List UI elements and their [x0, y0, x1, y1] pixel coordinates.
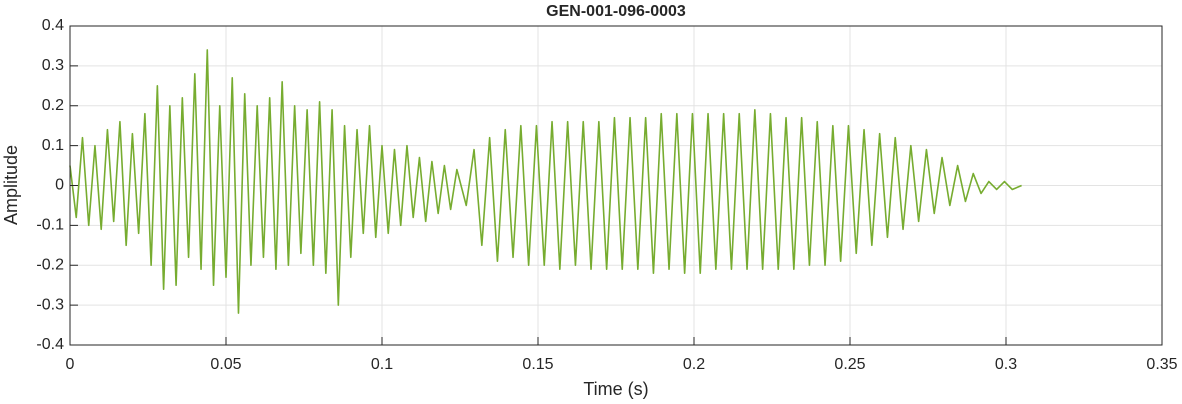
y-tick-label: 0.4	[42, 17, 64, 34]
x-tick-label: 0.2	[683, 356, 705, 373]
x-tick-label: 0	[66, 356, 75, 373]
chart-title: GEN-001-096-0003	[546, 3, 686, 20]
y-tick-label: 0	[55, 177, 64, 194]
y-tick-label: -0.3	[36, 296, 64, 313]
x-tick-label: 0.1	[371, 356, 393, 373]
y-tick-label: 0.3	[42, 57, 64, 74]
y-tick-label: -0.4	[36, 336, 64, 353]
x-axis-label: Time (s)	[583, 379, 648, 399]
x-tick-label: 0.3	[995, 356, 1017, 373]
x-tick-label: 0.25	[834, 356, 865, 373]
y-tick-label: -0.1	[36, 217, 64, 234]
x-tick-label: 0.05	[210, 356, 241, 373]
plot-area	[69, 49, 1022, 314]
x-tick-label: 0.35	[1146, 356, 1177, 373]
y-axis-label: Amplitude	[1, 145, 21, 225]
x-tick-label: 0.15	[522, 356, 553, 373]
waveform-line	[69, 49, 1022, 314]
y-tick-label: -0.2	[36, 256, 64, 273]
y-tick-label: 0.2	[42, 97, 64, 114]
y-tick-label: 0.1	[42, 137, 64, 154]
